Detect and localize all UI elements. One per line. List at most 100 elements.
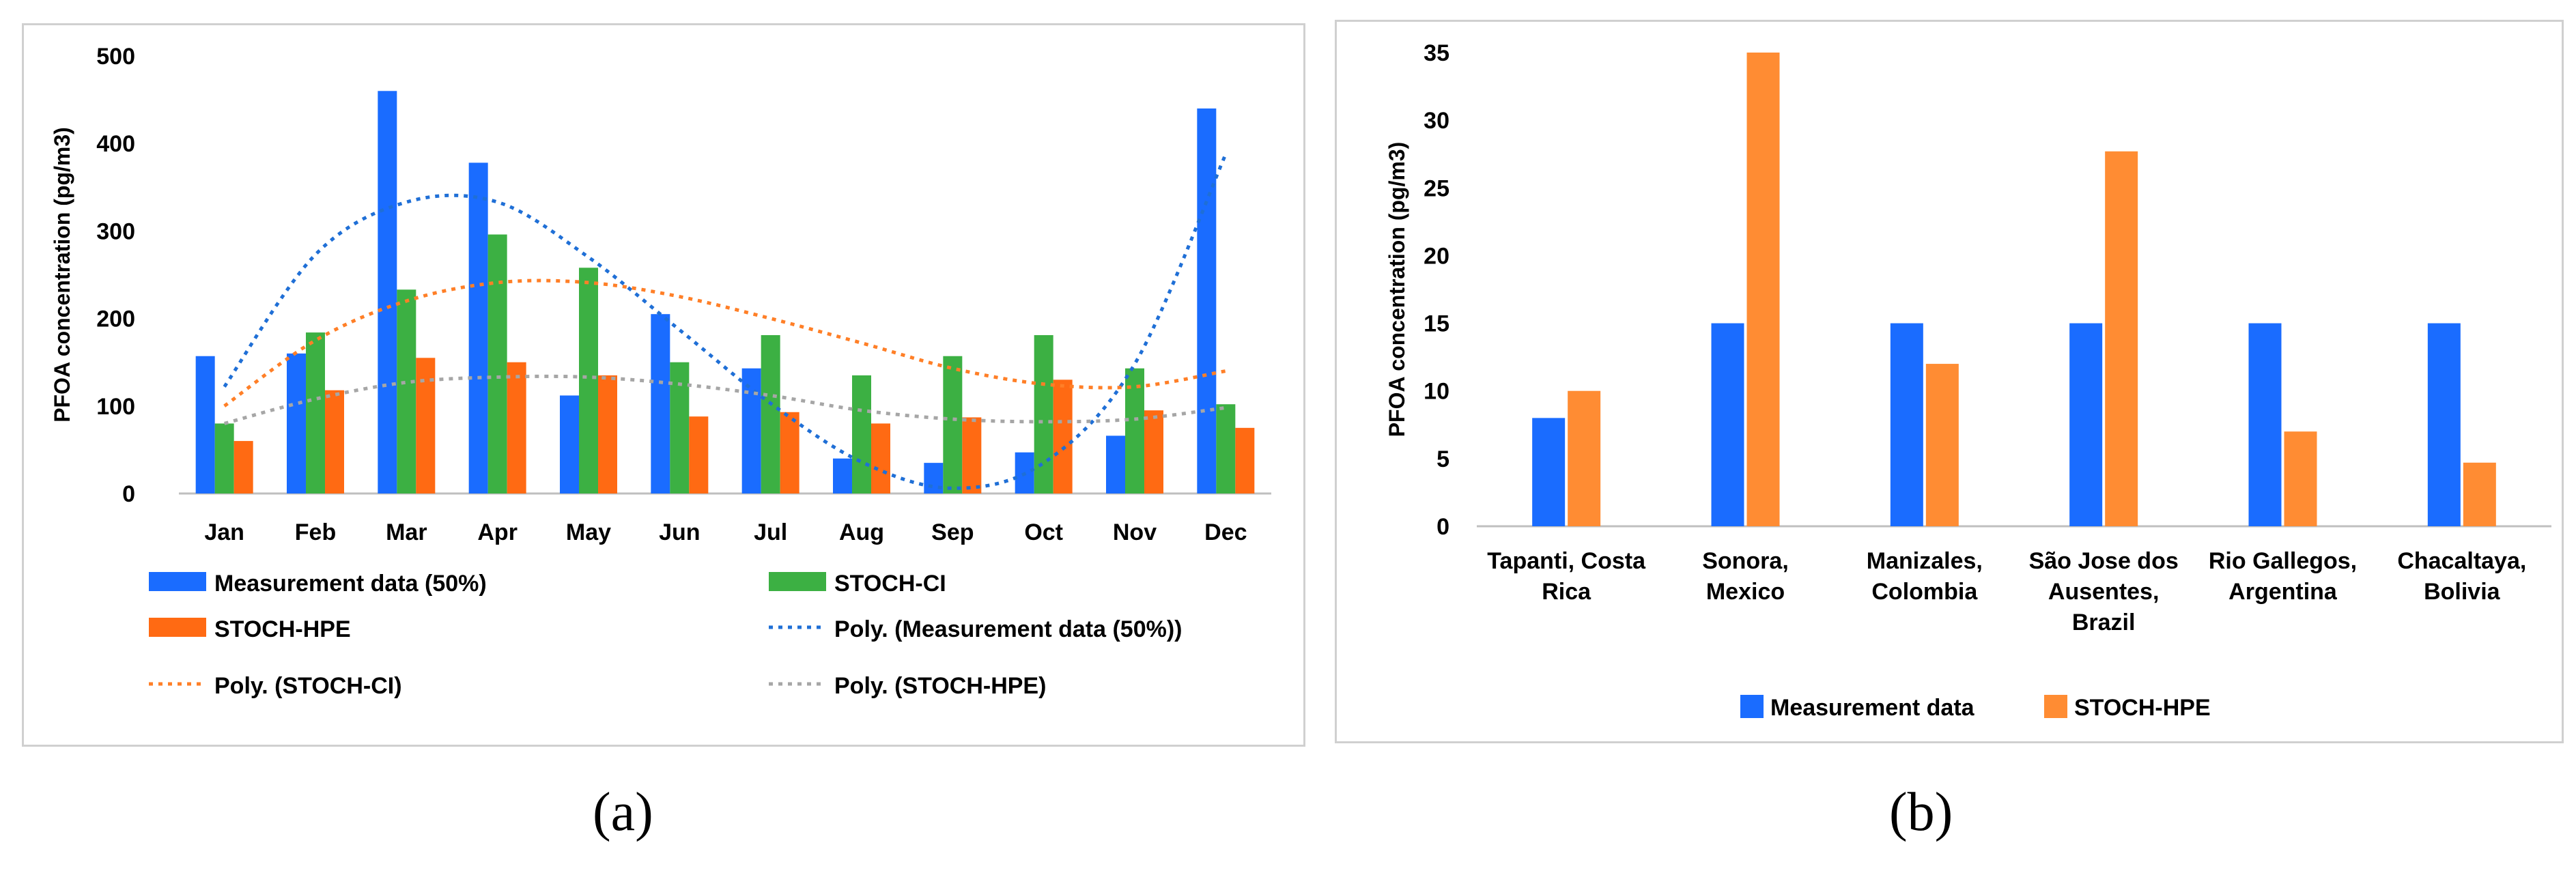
legend-b-label: STOCH-HPE — [2074, 695, 2211, 721]
chart-b-bar — [2248, 323, 2282, 526]
legend-a-label: Poly. (STOCH-HPE) — [834, 673, 1046, 699]
chart-a-x-tick-label: Aug — [839, 519, 884, 545]
chart-b-bar — [2069, 323, 2103, 526]
chart-b-y-tick-label: 10 — [1424, 379, 1449, 405]
legend-a-label: Poly. (Measurement data (50%)) — [834, 616, 1183, 642]
chart-a-x-tick-label: Jul — [754, 519, 787, 545]
chart-a-bar — [1053, 380, 1073, 493]
chart-a-y-tick-label: 100 — [96, 394, 135, 420]
chart-a-x-tick-label: Jun — [659, 519, 700, 545]
chart-a-x-tick-label: Sep — [931, 519, 974, 545]
legend-a-label: STOCH-CI — [834, 571, 946, 597]
chart-a-bar — [1034, 334, 1053, 493]
chart-a-bar — [468, 162, 488, 494]
legend-b-label: Measurement data — [1770, 695, 1975, 721]
chart-b-y-tick-label: 25 — [1424, 175, 1449, 201]
chart-a-bar — [780, 412, 799, 493]
chart-a-bar — [1125, 368, 1144, 493]
chart-a-bar — [325, 390, 344, 493]
chart-a-y-tick-label: 0 — [122, 481, 135, 507]
chart-b-bar — [1925, 364, 1959, 526]
chart-a-bar — [598, 375, 617, 493]
chart-b-bar — [1711, 323, 1744, 526]
chart-b-bar — [1568, 390, 1601, 526]
chart-b-x-tick-label: Mexico — [1706, 579, 1785, 605]
chart-b-x-tick-label: Tapanti, Costa — [1487, 548, 1646, 574]
chart-a-bar — [233, 441, 253, 493]
chart-a-x-tick-label: May — [566, 519, 611, 545]
chart-a-trendline — [223, 153, 1228, 490]
chart-b-x-tick-label: Rica — [1542, 579, 1591, 605]
chart-a-bar — [287, 353, 306, 493]
chart-a-bar — [670, 362, 690, 493]
legend-a-label: Measurement data (50%) — [214, 571, 487, 597]
chart-a-bar — [306, 332, 325, 493]
chart-b-bar — [2284, 431, 2317, 526]
chart-a-bar — [962, 417, 982, 493]
chart-a-x-tick-label: Mar — [386, 519, 427, 545]
legend-a-swatch — [149, 572, 206, 591]
chart-a-bar — [833, 458, 852, 493]
chart-b-x-tick-label: Ausentes, — [2048, 579, 2160, 605]
chart-a-trendline — [223, 278, 1226, 407]
chart-a-bar — [689, 416, 709, 493]
chart-a-bar — [397, 289, 416, 493]
legend-b-swatch — [1740, 695, 1764, 718]
chart-a-bar — [378, 91, 397, 493]
chart-a-x-tick-label: Apr — [477, 519, 518, 545]
chart-a-bar — [741, 368, 761, 493]
chart-a-y-tick-label: 500 — [96, 44, 135, 70]
chart-a-trendline — [224, 374, 1226, 425]
chart-b-x-tick-label: Colombia — [1871, 579, 1978, 605]
legend-a-label: STOCH-HPE — [214, 616, 351, 642]
chart-a-bar — [871, 423, 890, 493]
chart-a-bar — [507, 362, 526, 493]
chart-a-y-axis-title: PFOA concentration (pg/m3) — [50, 127, 74, 423]
chart-b-x-tick-label: Manizales, — [1867, 548, 1983, 574]
chart-b-y-axis-title: PFOA concentration (pg/m3) — [1385, 142, 1409, 438]
chart-b-x-tick-label: Chacaltaya, — [2397, 548, 2526, 574]
chart-a-bar — [1197, 108, 1217, 494]
chart-b-x-tick-label: Sonora, — [1702, 548, 1789, 574]
chart-a-bar — [943, 356, 963, 493]
chart-b-x-tick-label: Argentina — [2228, 579, 2338, 605]
chart-b-y-tick-label: 35 — [1424, 40, 1449, 66]
chart-b-bar — [1890, 323, 1923, 526]
chart-a-x-tick-label: Jan — [204, 519, 244, 545]
chart-b-x-tick-label: Bolivia — [2424, 579, 2501, 605]
chart-b-bar — [2105, 151, 2138, 527]
chart-a-bar — [852, 375, 871, 493]
chart-b-x-tick-label: Rio Gallegos, — [2209, 548, 2357, 574]
legend-a-swatch — [769, 572, 826, 591]
chart-b-bar — [1532, 418, 1566, 526]
chart-b-y-tick-label: 20 — [1424, 243, 1449, 269]
chart-a-x-tick-label: Dec — [1204, 519, 1247, 545]
chart-b-x-tick-label: São Jose dos — [2029, 548, 2179, 574]
chart-a-y-tick-label: 300 — [96, 218, 135, 244]
panel-label-b: (b) — [1889, 782, 1953, 842]
chart-a-bar — [1106, 435, 1125, 493]
chart-a-bar — [487, 234, 507, 493]
chart-b-y-tick-label: 15 — [1424, 311, 1449, 337]
chart-b-bar — [2463, 462, 2496, 526]
chart-a-bar — [214, 423, 234, 493]
legend-b-swatch — [2044, 695, 2067, 718]
chart-b-y-tick-label: 30 — [1424, 108, 1449, 134]
chart-b-y-tick-label: 5 — [1436, 446, 1449, 472]
chart-a-bar — [651, 314, 670, 493]
chart-a-bar — [579, 268, 598, 493]
chart-b-x-tick-label: Brazil — [2072, 610, 2136, 635]
chart-b-y-tick-label: 0 — [1436, 514, 1449, 540]
legend-a-label: Poly. (STOCH-CI) — [214, 673, 402, 699]
chart-a-bar — [761, 334, 780, 493]
chart-b-bar — [1746, 53, 1780, 526]
chart-a-x-tick-label: Nov — [1113, 519, 1157, 545]
chart-a-bar — [1216, 404, 1236, 493]
panel-label-a: (a) — [593, 782, 653, 842]
chart-a-y-tick-label: 400 — [96, 131, 135, 157]
chart-b-bar — [2427, 323, 2461, 526]
chart-a-x-tick-label: Oct — [1024, 519, 1063, 545]
chart-a-bar — [195, 356, 215, 493]
chart-a-x-tick-label: Feb — [295, 519, 336, 545]
